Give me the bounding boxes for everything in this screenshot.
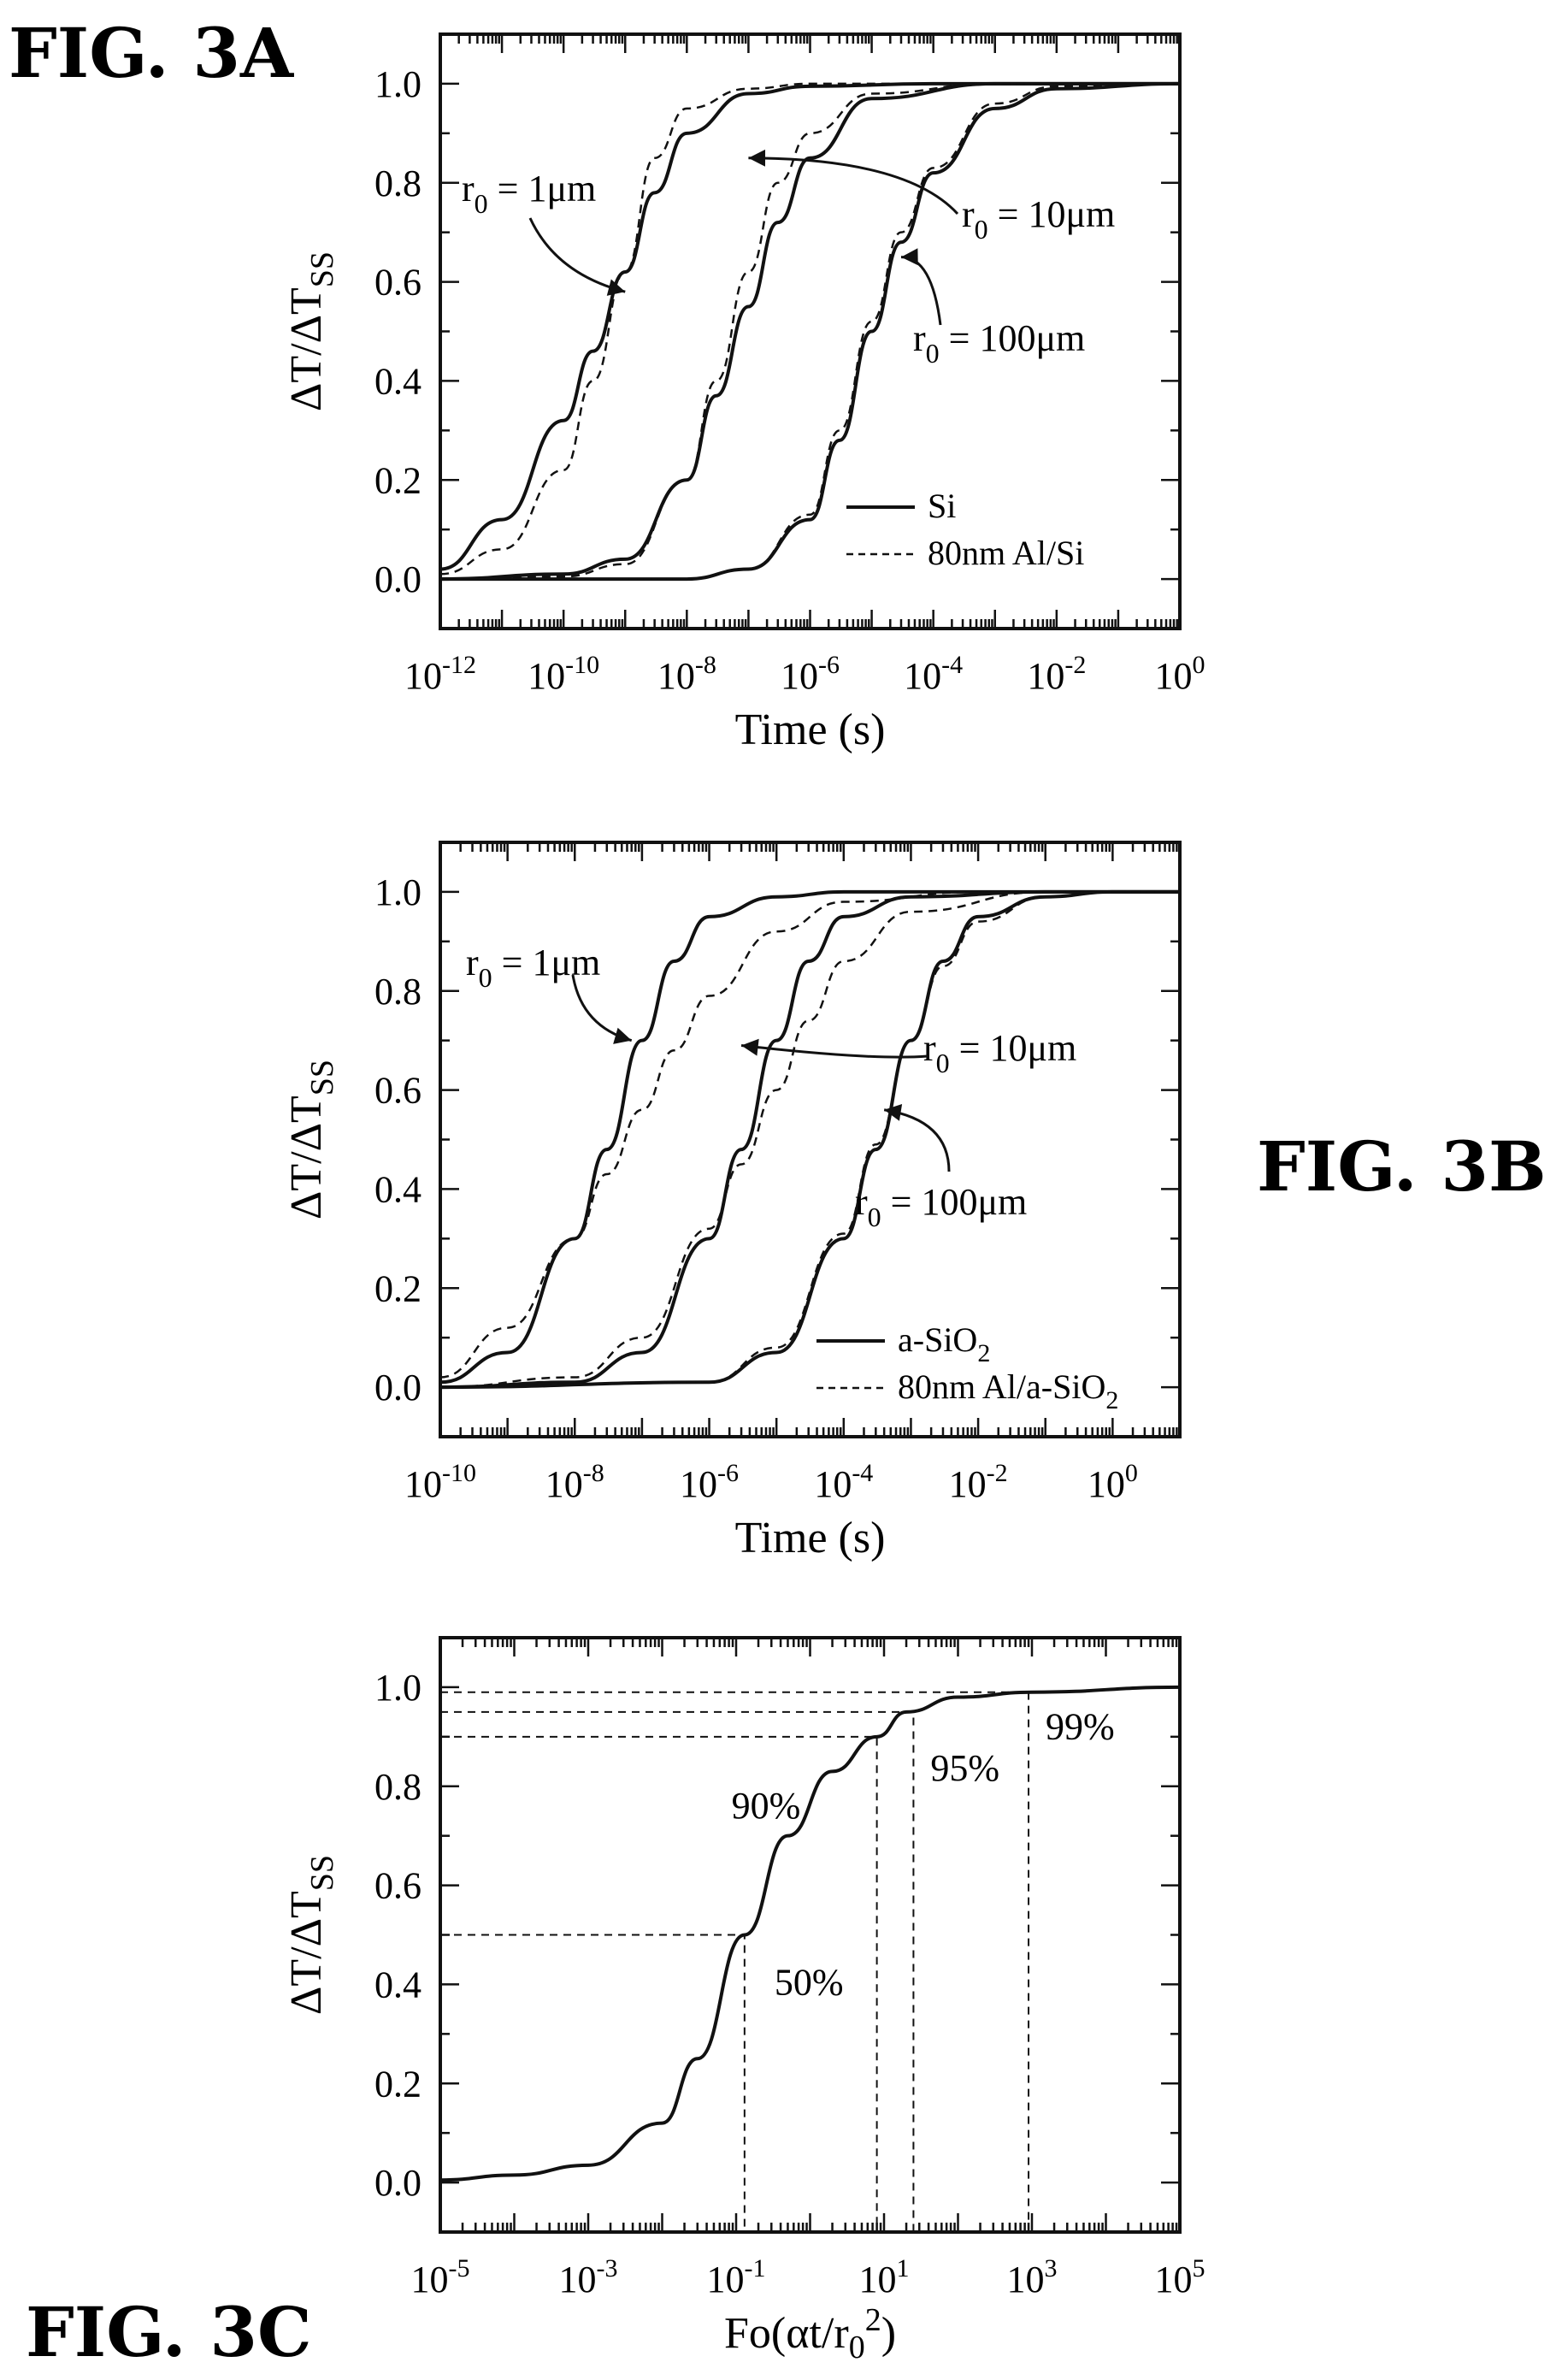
x-axis-title: Time (s) — [735, 1514, 886, 1562]
x-tick-label: 101 — [859, 2254, 910, 2300]
y-tick-label: 0.4 — [374, 1964, 421, 2005]
legend-label: 80nm Al/a-SiO2 — [898, 1367, 1118, 1414]
x-tick-label: 105 — [1155, 2254, 1205, 2300]
reference-label: 50% — [775, 1962, 844, 2004]
x-tick-label: 10-2 — [949, 1459, 1008, 1505]
legend-label: Si — [928, 487, 956, 525]
x-tick-label: 100 — [1088, 1459, 1138, 1505]
y-tick-label: 0.0 — [374, 558, 421, 600]
series-line-dashed — [439, 890, 1180, 1389]
annotation-arrowhead — [606, 279, 626, 296]
x-tick-label: 10-1 — [707, 2254, 766, 2300]
y-tick-label: 0.8 — [374, 971, 421, 1013]
x-tick-label: 10-6 — [680, 1459, 739, 1505]
series-line-solid — [440, 81, 1181, 582]
annotation-arrowhead — [741, 1038, 759, 1056]
x-tick-label: 10-2 — [1027, 651, 1086, 697]
fig-3c-label: FIG. 3C — [26, 2292, 312, 2372]
y-axis-title: ΔT/ΔTSS — [282, 251, 340, 411]
annotation-arrow — [571, 974, 633, 1042]
y-tick-label: 0.2 — [374, 2063, 421, 2105]
reference-line — [440, 1710, 915, 2232]
reference-label: 95% — [930, 1747, 999, 1789]
x-tick-label: 10-10 — [528, 651, 599, 697]
y-tick-label: 0.4 — [374, 1168, 421, 1210]
curve-annotation: r0 = 10μm — [962, 193, 1115, 245]
annotation-arrow — [740, 1043, 928, 1059]
legend-label: 80nm Al/Si — [928, 534, 1084, 572]
legend-label: a-SiO2 — [898, 1320, 990, 1367]
x-tick-label: 10-8 — [657, 651, 716, 697]
charts-group: 10-12 10-10 10-8 10-6 10-4 10-2 100 0.0 0.2 0.4 0.… — [282, 32, 1205, 2365]
reference-label: 99% — [1046, 1706, 1115, 1748]
series-line-dashed — [440, 82, 1181, 581]
y-tick-label: 1.0 — [374, 871, 421, 913]
x-tick-label: 10-3 — [559, 2254, 618, 2300]
x-tick-label: 10-6 — [781, 651, 840, 697]
fig-3b-label: FIG. 3B — [1257, 1126, 1547, 1207]
y-tick-label: 1.0 — [374, 63, 421, 105]
x-ticks — [439, 34, 1182, 629]
y-tick-label: 0.2 — [374, 459, 421, 501]
x-tick-label: 10-10 — [404, 1459, 476, 1505]
y-tick-label: 0.0 — [374, 2162, 421, 2204]
series-line-dashed — [439, 82, 1180, 576]
x-tick-label: 103 — [1007, 2254, 1058, 2300]
x-axis-title: Time (s) — [735, 706, 886, 754]
x-tick-label: 10-4 — [904, 651, 963, 697]
curve-annotation: r0 = 1μm — [466, 942, 600, 993]
annotation-arrow — [900, 256, 942, 326]
series-line-solid — [439, 889, 1180, 1390]
y-tick-label: 0.8 — [374, 162, 421, 204]
reference-line — [440, 1934, 746, 2232]
curve-annotation: r0 = 100μm — [855, 1181, 1027, 1232]
annotation-arrow — [748, 156, 959, 216]
y-tick-label: 0.4 — [374, 360, 421, 402]
y-tick-label: 0.2 — [374, 1267, 421, 1309]
y-axis-title: ΔT/ΔTSS — [282, 1060, 340, 1219]
x-tick-label: 10-4 — [814, 1459, 873, 1505]
fig-3a-label: FIG. 3A — [9, 13, 294, 93]
x-tick-label: 100 — [1155, 651, 1205, 697]
annotation-arrow — [883, 1108, 951, 1172]
curve-annotation: r0 = 1μm — [462, 168, 596, 219]
series-line-dashed — [439, 890, 1180, 1389]
chart-3A: 10-12 10-10 10-8 10-6 10-4 10-2 100 0.0 0.2 0.4 0.… — [282, 32, 1205, 754]
y-tick-label: 0.8 — [374, 1766, 421, 1808]
annotation-arrowhead — [613, 1027, 632, 1044]
series-line-dashed — [439, 82, 1180, 581]
x-tick-label: 10-12 — [404, 651, 476, 697]
y-tick-label: 0.6 — [374, 1865, 421, 1907]
annotation-arrowhead — [748, 149, 766, 167]
series-line-dashed — [439, 890, 1180, 1379]
y-tick-label: 0.6 — [374, 1070, 421, 1112]
annotation-arrowhead — [900, 248, 918, 266]
curve-annotation: r0 = 100μm — [913, 317, 1085, 369]
x-ticks — [439, 842, 1182, 1437]
chart-3B: 10-10 10-8 10-6 10-4 10-2 100 0.0 0.2 0.4 0.6 0.8 1… — [282, 841, 1182, 1562]
x-tick-label: 10-8 — [545, 1459, 604, 1505]
reference-label: 90% — [732, 1785, 801, 1827]
reference-line — [440, 1735, 878, 2232]
series-line-solid — [439, 81, 1180, 582]
series-line-solid — [439, 1685, 1181, 2182]
y-tick-label: 0.6 — [374, 262, 421, 304]
y-tick-label: 0.0 — [374, 1367, 421, 1408]
annotation-arrowhead — [884, 1104, 903, 1121]
series-line-solid — [439, 81, 1180, 571]
series-line-solid — [439, 889, 1180, 1385]
y-tick-label: 1.0 — [374, 1667, 421, 1709]
y-axis-title: ΔT/ΔTSS — [282, 1855, 340, 2015]
x-tick-label: 10-5 — [411, 2254, 470, 2300]
x-axis-title: Fo(αt/r02) — [724, 2302, 896, 2365]
x-ticks — [439, 1638, 1182, 2232]
plot-frame — [439, 841, 1182, 1438]
chart-3C: 10-5 10-3 10-1 101 103 105 0.0 0.2 0.4 0.6 0.8 1.0 Δ… — [282, 1636, 1205, 2365]
curve-annotation: r0 = 10μm — [923, 1027, 1076, 1078]
